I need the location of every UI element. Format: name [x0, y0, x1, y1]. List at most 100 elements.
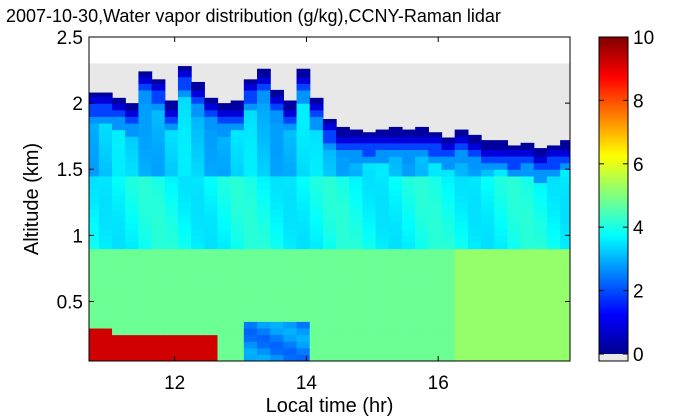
- heatmap-cell: [467, 136, 482, 144]
- heatmap-cell: [362, 195, 377, 203]
- heatmap-cell: [98, 301, 113, 309]
- heatmap-cell: [217, 156, 232, 164]
- heatmap-cell: [322, 208, 337, 217]
- heatmap-cell: [125, 228, 140, 236]
- heatmap-cell: [230, 334, 245, 342]
- heatmap-cell: [270, 136, 284, 144]
- heatmap-cell: [375, 334, 390, 342]
- heatmap-cell: [204, 314, 219, 322]
- heatmap-cell: [89, 241, 100, 250]
- heatmap-cell: [441, 195, 456, 203]
- heatmap-cell: [481, 149, 495, 157]
- heatmap-cell: [138, 268, 153, 276]
- heatmap-cell: [336, 281, 350, 289]
- heatmap-cell: [138, 195, 153, 203]
- heatmap-cell: [296, 354, 311, 361]
- heatmap-cell: [191, 275, 205, 283]
- heatmap-cell: [191, 195, 205, 203]
- heatmap-cell: [454, 341, 469, 349]
- heatmap-cell: [177, 109, 192, 117]
- heatmap-cell: [191, 347, 205, 355]
- heatmap-cell: [151, 321, 166, 329]
- heatmap-cell: [191, 122, 205, 131]
- heatmap-cell: [454, 235, 469, 243]
- heatmap-cell: [560, 215, 570, 223]
- heatmap-cell: [560, 142, 570, 151]
- heatmap-cell: [560, 202, 570, 210]
- heatmap-cell: [349, 195, 364, 203]
- heatmap-cell: [138, 308, 153, 316]
- heatmap-cell: [520, 235, 535, 243]
- heatmap-cell: [257, 189, 271, 197]
- heatmap-cell: [257, 215, 271, 223]
- heatmap-cell: [243, 354, 258, 361]
- heatmap-cell: [362, 142, 377, 151]
- heatmap-cell: [520, 189, 535, 197]
- heatmap-cell: [138, 162, 153, 170]
- heatmap-cell: [560, 354, 570, 361]
- heatmap-cell: [191, 129, 205, 137]
- heatmap-cell: [270, 215, 284, 223]
- heatmap-cell: [441, 202, 456, 210]
- heatmap-cell: [89, 255, 100, 263]
- heatmap-cell: [243, 248, 258, 256]
- heatmap-cell: [191, 281, 205, 289]
- heatmap-cell: [481, 235, 495, 243]
- heatmap-cell: [243, 268, 258, 276]
- heatmap-cell: [177, 182, 192, 190]
- heatmap-cell: [270, 103, 284, 111]
- heatmap-cell: [98, 308, 113, 316]
- heatmap-cell: [441, 162, 456, 170]
- heatmap-cell: [230, 321, 245, 329]
- heatmap-cell: [243, 321, 258, 329]
- heatmap-cell: [388, 195, 403, 203]
- heatmap-cell: [375, 162, 390, 170]
- heatmap-cell: [507, 169, 522, 177]
- heatmap-cell: [151, 248, 166, 256]
- heatmap-cell: [494, 208, 509, 217]
- heatmap-cell: [151, 261, 166, 270]
- heatmap-cell: [296, 321, 311, 329]
- heatmap-cell: [230, 142, 245, 151]
- heatmap-cell: [520, 182, 535, 190]
- heatmap-cell: [481, 215, 495, 223]
- heatmap-cell: [98, 208, 113, 217]
- heatmap-cell: [415, 129, 429, 137]
- heatmap-cell: [428, 208, 443, 217]
- heatmap-cell: [243, 341, 258, 349]
- heatmap-cell: [309, 341, 324, 349]
- heatmap-cell: [270, 156, 284, 164]
- heatmap-cell: [454, 281, 469, 289]
- heatmap-cell: [177, 228, 192, 236]
- heatmap-cell: [283, 222, 298, 230]
- heatmap-cell: [428, 301, 443, 309]
- heatmap-cell: [243, 195, 258, 203]
- heatmap-cell: [560, 208, 570, 217]
- heatmap-cell: [375, 175, 390, 184]
- heatmap-cell: [336, 195, 350, 203]
- heatmap-cell: [375, 248, 390, 256]
- heatmap-cell: [560, 195, 570, 203]
- heatmap-cell: [164, 288, 179, 296]
- heatmap-cell: [520, 222, 535, 230]
- heatmap-cell: [112, 281, 126, 289]
- heatmap-cell: [467, 334, 482, 342]
- heatmap-cell: [98, 261, 113, 270]
- heatmap-cell: [401, 162, 416, 170]
- heatmap-cell: [270, 321, 284, 329]
- heatmap-cell: [177, 321, 192, 329]
- heatmap-cell: [349, 189, 364, 197]
- heatmap-cell: [322, 189, 337, 197]
- heatmap-cell: [204, 182, 219, 190]
- heatmap-cell: [362, 347, 377, 355]
- heatmap-cell: [349, 175, 364, 184]
- heatmap-cell: [494, 301, 509, 309]
- heatmap-cell: [89, 228, 100, 236]
- heatmap-cell: [560, 235, 570, 243]
- heatmap-cell: [296, 222, 311, 230]
- heatmap-cell: [204, 308, 219, 316]
- heatmap-cell: [507, 149, 522, 157]
- heatmap-cell: [467, 182, 482, 190]
- heatmap-cell: [204, 169, 219, 177]
- heatmap-cell: [164, 103, 179, 111]
